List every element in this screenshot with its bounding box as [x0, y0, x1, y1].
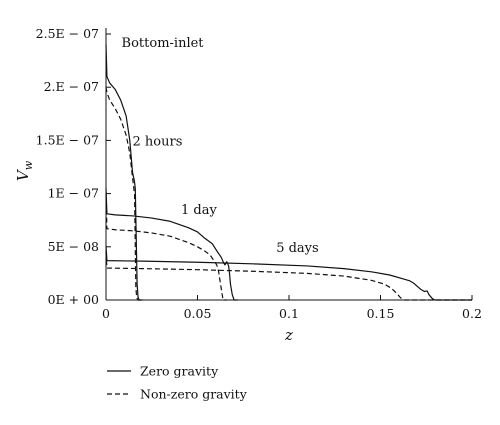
x-tick-label: 0.1 — [279, 306, 299, 321]
series-line-non-zero-gravity-2-hours — [105, 87, 143, 301]
y-tick-label: 1.5E − 07 — [36, 132, 99, 147]
y-axis-title-main: V — [14, 168, 32, 181]
legend-label-zero-gravity: Zero gravity — [140, 364, 219, 379]
y-tick-label: 1E − 07 — [48, 186, 99, 201]
series-line-non-zero-gravity-1-day — [105, 193, 227, 301]
data-series — [105, 44, 472, 301]
annotations: Bottom-inlet 2 hours 1 day 5 days — [122, 36, 319, 256]
annotation-bottom-inlet: Bottom-inlet — [122, 36, 205, 51]
y-tick-label: 0E + 00 — [48, 292, 99, 307]
annotation-1-day: 1 day — [181, 203, 217, 218]
legend-entry-zero-gravity: Zero gravity — [107, 364, 219, 379]
legend: Zero gravity Non-zero gravity — [107, 364, 248, 402]
y-axis-title: Vw — [14, 160, 35, 181]
tick-labels: 0 0.05 0.1 0.15 0.2 0E + 00 5E − 08 1E − 07 1.5E… — [36, 26, 482, 321]
tick-marks — [105, 33, 473, 301]
series-line-non-zero-gravity-5-days — [105, 252, 472, 301]
x-tick-label: 0.05 — [184, 306, 212, 321]
annotation-5-days: 5 days — [276, 241, 319, 256]
x-tick-label: 0.2 — [462, 306, 482, 321]
axes — [105, 28, 472, 301]
annotation-2-hours: 2 hours — [133, 135, 183, 150]
x-tick-label: 0.15 — [367, 306, 395, 321]
x-axis-title: z — [284, 326, 293, 344]
y-tick-label: 2.E − 07 — [44, 79, 99, 94]
y-axis-title-subscript: w — [22, 160, 35, 170]
legend-entry-non-zero-gravity: Non-zero gravity — [107, 387, 248, 402]
series-line-zero-gravity-5-days — [105, 245, 472, 301]
series-line-zero-gravity-2-hours — [105, 44, 143, 301]
y-tick-label: 2.5E − 07 — [36, 26, 99, 41]
series-line-zero-gravity-1-day — [105, 188, 238, 301]
legend-label-non-zero-gravity: Non-zero gravity — [140, 387, 248, 402]
x-tick-label: 0 — [102, 306, 110, 321]
y-tick-label: 5E − 08 — [48, 239, 99, 254]
